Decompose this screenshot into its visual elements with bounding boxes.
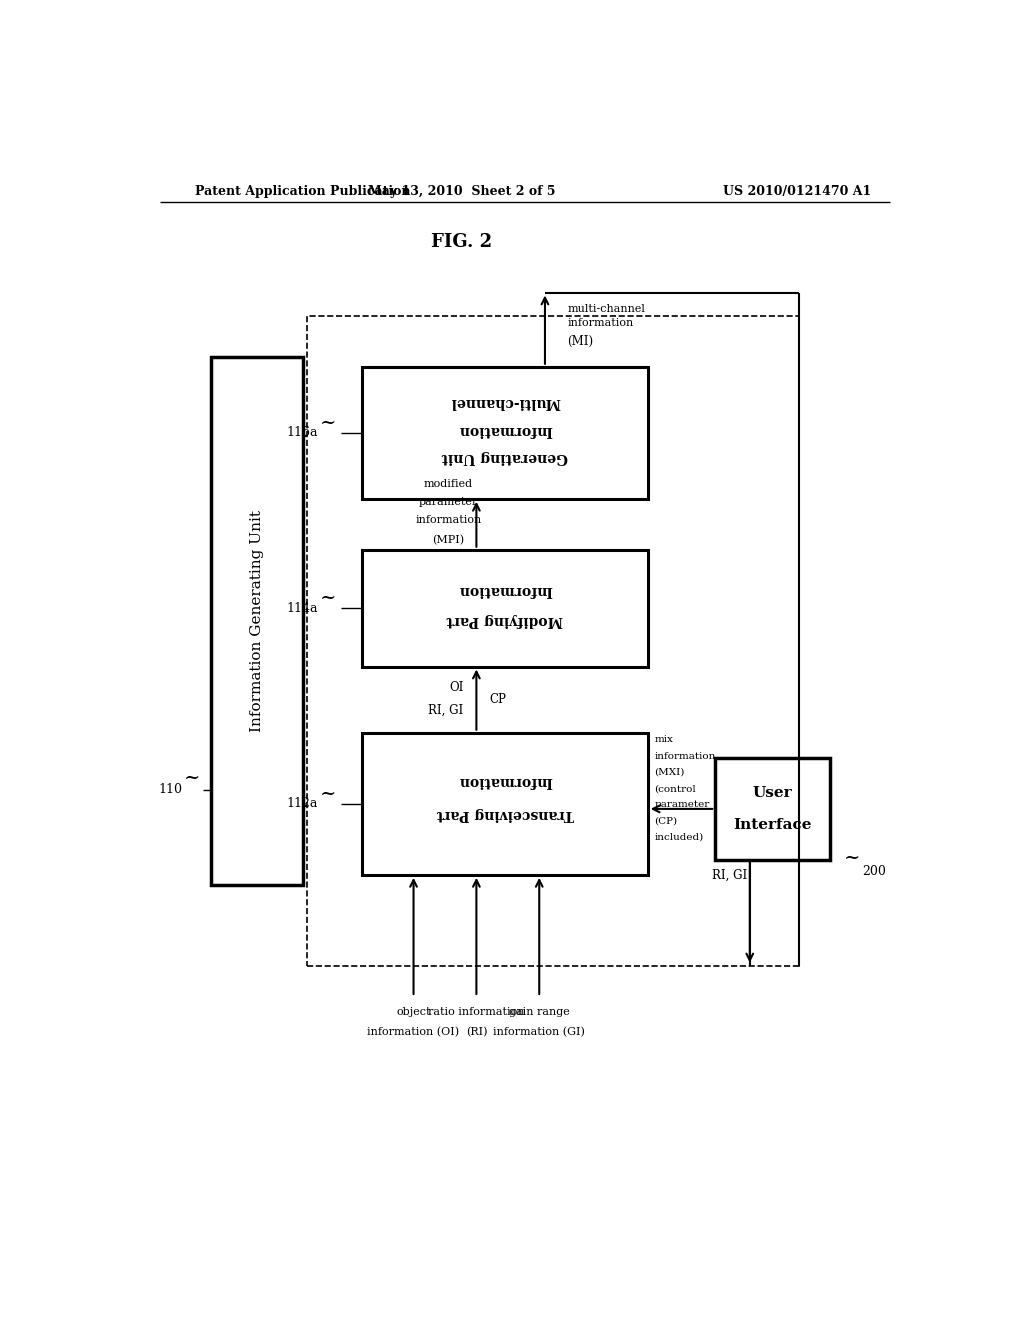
Text: ratio information: ratio information [428, 1007, 524, 1018]
Text: CP: CP [489, 693, 506, 706]
Bar [715, 758, 830, 859]
Text: (control: (control [654, 784, 696, 793]
Text: included): included) [654, 833, 703, 842]
Text: (MXI): (MXI) [654, 768, 684, 776]
Text: Information: Information [458, 422, 552, 437]
Text: information: information [567, 318, 634, 329]
Text: 110: 110 [158, 784, 182, 796]
Bar [306, 315, 799, 966]
Bar [362, 733, 648, 875]
Text: 116a: 116a [287, 426, 318, 440]
Text: mix: mix [654, 735, 673, 744]
Text: RI, GI: RI, GI [428, 704, 464, 717]
Text: Information Generating Unit: Information Generating Unit [250, 510, 264, 731]
Text: ~: ~ [319, 589, 336, 607]
Text: parameter: parameter [654, 800, 710, 809]
Text: ~: ~ [844, 849, 860, 867]
Text: (MI): (MI) [567, 335, 593, 348]
Text: 200: 200 [862, 866, 886, 878]
Text: Generating Unit: Generating Unit [441, 450, 568, 465]
Text: ~: ~ [184, 768, 201, 787]
Text: (RI): (RI) [466, 1027, 487, 1038]
Text: ~: ~ [319, 784, 336, 803]
Text: parameter: parameter [419, 496, 478, 507]
Text: May 13, 2010  Sheet 2 of 5: May 13, 2010 Sheet 2 of 5 [368, 185, 555, 198]
Text: modified: modified [424, 479, 473, 488]
Text: information (OI): information (OI) [368, 1027, 460, 1038]
Text: Patent Application Publication: Patent Application Publication [196, 185, 411, 198]
Text: Modifying Part: Modifying Part [446, 614, 563, 627]
Text: information: information [416, 515, 481, 525]
Text: Multi-channel: Multi-channel [450, 395, 560, 409]
Bar [362, 367, 648, 499]
Text: information (GI): information (GI) [494, 1027, 585, 1038]
Text: (MPI): (MPI) [432, 536, 465, 545]
Text: (CP): (CP) [654, 817, 677, 825]
Text: object: object [396, 1007, 431, 1018]
Text: Information: Information [458, 775, 552, 788]
Text: Interface: Interface [733, 818, 812, 832]
Text: Transceiving Part: Transceiving Part [436, 807, 573, 821]
Text: ~: ~ [319, 413, 336, 432]
Text: gain range: gain range [509, 1007, 569, 1018]
Text: 114a: 114a [287, 602, 318, 615]
Text: RI, GI: RI, GI [713, 869, 748, 882]
Text: User: User [753, 785, 793, 800]
Text: information: information [654, 751, 716, 760]
Text: US 2010/0121470 A1: US 2010/0121470 A1 [723, 185, 871, 198]
Text: OI: OI [450, 681, 464, 694]
Bar [362, 549, 648, 667]
Text: Information: Information [458, 583, 552, 597]
Text: FIG. 2: FIG. 2 [431, 232, 492, 251]
Text: multi-channel: multi-channel [567, 304, 645, 314]
Bar [211, 356, 303, 886]
Text: 112a: 112a [287, 797, 318, 810]
